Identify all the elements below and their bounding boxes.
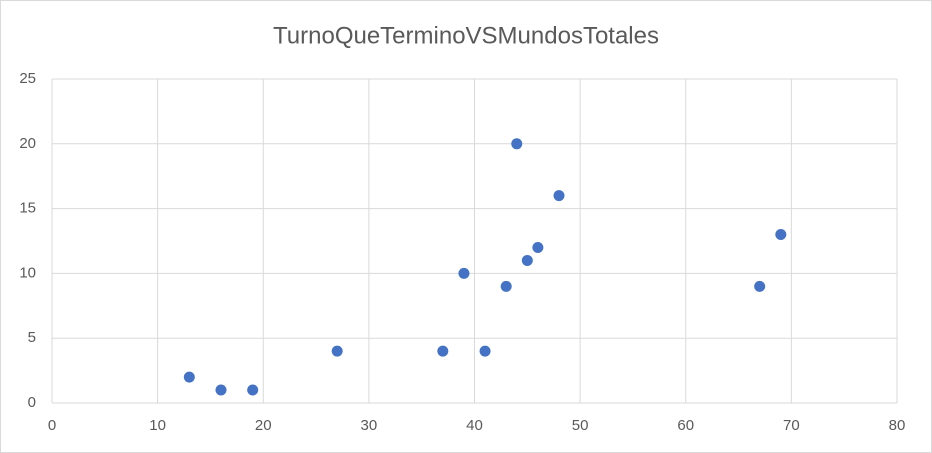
y-tick-label: 0 [28,394,36,411]
x-tick-label: 10 [149,417,166,434]
point [521,254,533,266]
x-tick-label: 70 [783,417,800,434]
x-tick-label: 60 [677,417,694,434]
y-tick-label: 15 [19,200,36,217]
x-tick-label: 30 [361,417,378,434]
point [331,345,343,357]
point [532,241,544,253]
point [458,267,470,279]
x-tick-label: 50 [572,417,589,434]
point [775,229,787,241]
point [215,384,227,396]
point [511,138,523,150]
y-tick-label: 10 [19,264,36,281]
chart-title: TurnoQueTerminoVSMundosTotales [273,22,659,49]
point [183,371,195,383]
y-tick-label: 20 [19,135,36,152]
point [247,384,259,396]
x-tick-label: 20 [255,417,272,434]
point [479,345,491,357]
y-tick-label: 25 [19,70,36,87]
x-tick-label: 0 [48,417,56,434]
y-tick-label: 5 [28,329,36,346]
x-tick-label: 80 [889,417,906,434]
point [437,345,449,357]
x-tick-label: 40 [466,417,483,434]
point [754,280,766,292]
point [553,190,565,202]
point [500,280,512,292]
